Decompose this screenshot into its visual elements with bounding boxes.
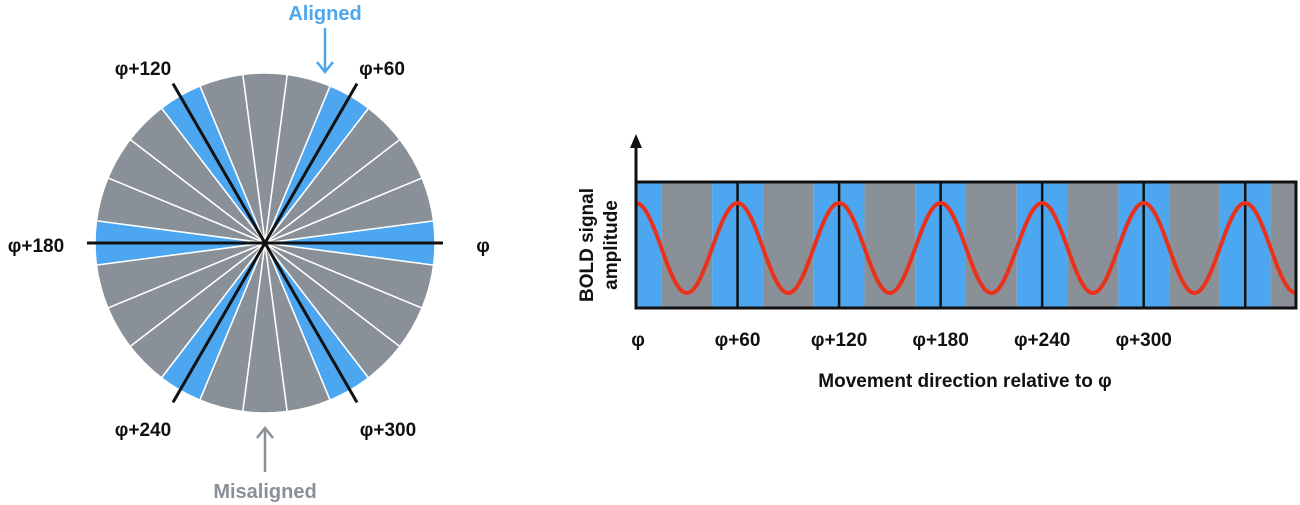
wheel-sectors <box>94 72 436 414</box>
y-axis-title-line1: BOLD signal <box>577 188 598 302</box>
misaligned-band <box>864 182 916 308</box>
x-tick-label: φ+240 <box>1014 330 1070 351</box>
wheel-axis-lines <box>87 82 443 404</box>
misaligned-band <box>1169 182 1220 308</box>
y-axis-arrow <box>630 134 642 182</box>
x-axis-title: Movement direction relative to φ <box>818 371 1111 392</box>
misaligned-arrow <box>256 425 274 472</box>
misaligned-label: Misaligned <box>213 481 316 503</box>
x-tick-label: φ <box>631 330 645 351</box>
x-tick-label: φ+180 <box>912 330 968 351</box>
misaligned-band <box>966 182 1017 308</box>
x-tick-label: φ+120 <box>811 330 867 351</box>
label-phi-60: φ+60 <box>359 59 405 80</box>
bold-signal-plot: φ φ+60 φ+120 φ+180 φ+240 φ+300 <box>630 134 1298 351</box>
plot-frame <box>634 180 1298 310</box>
x-tick-label: φ+300 <box>1115 330 1171 351</box>
wheel-axis-line <box>171 82 359 404</box>
x-tick-labels: φ φ+60 φ+120 φ+180 φ+240 φ+300 <box>631 330 1172 351</box>
misaligned-band <box>762 182 814 308</box>
misaligned-band <box>661 182 713 308</box>
label-phi-300: φ+300 <box>360 420 416 441</box>
y-axis-title-line2: amplitude <box>601 200 622 290</box>
x-tick-label: φ+60 <box>715 330 761 351</box>
misaligned-band <box>1270 182 1296 308</box>
label-phi-240: φ+240 <box>115 420 171 441</box>
label-phi-180: φ+180 <box>8 236 64 257</box>
aligned-arrow <box>316 28 334 75</box>
label-phi: φ <box>476 236 490 257</box>
misaligned-sector <box>264 242 435 310</box>
label-phi-120: φ+120 <box>115 59 171 80</box>
aligned-band <box>636 182 662 308</box>
direction-wheel <box>87 72 443 414</box>
misaligned-band <box>1067 182 1119 308</box>
bold-signal-curve <box>635 200 1297 296</box>
aligned-label: Aligned <box>288 3 361 25</box>
